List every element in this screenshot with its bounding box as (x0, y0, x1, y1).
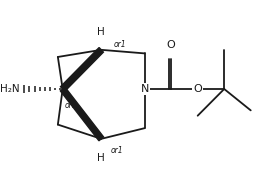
Text: or1: or1 (111, 146, 123, 155)
Text: O: O (193, 84, 202, 94)
Text: N: N (140, 84, 149, 94)
Text: or1: or1 (113, 40, 126, 49)
Text: H₂N: H₂N (0, 84, 19, 94)
Text: or1: or1 (65, 101, 78, 111)
Text: H: H (97, 27, 105, 37)
Polygon shape (60, 48, 103, 91)
Text: O: O (167, 40, 176, 50)
Text: H: H (97, 153, 105, 163)
Polygon shape (60, 87, 104, 141)
